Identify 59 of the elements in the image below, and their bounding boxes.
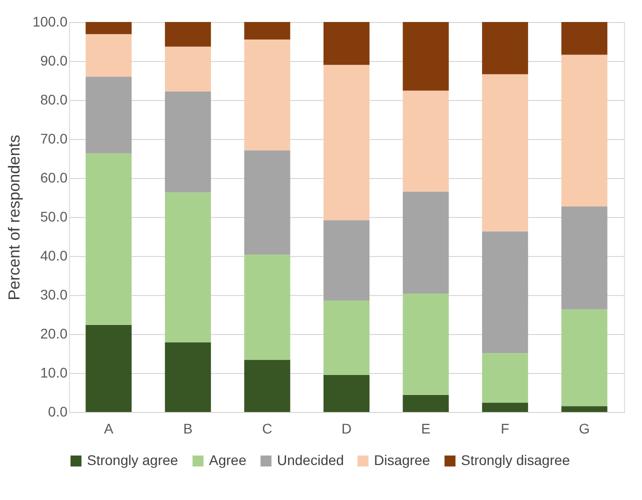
bar bbox=[324, 220, 370, 300]
legend-label: Agree bbox=[209, 452, 247, 468]
bar bbox=[164, 192, 211, 342]
bar bbox=[86, 76, 132, 154]
x-tick-label: G bbox=[578, 420, 590, 436]
bar bbox=[244, 360, 290, 412]
legend-label: Undecided bbox=[277, 452, 344, 468]
y-tick-label: 20.0 bbox=[40, 326, 68, 342]
bar bbox=[164, 91, 211, 192]
bar bbox=[482, 74, 528, 232]
bar bbox=[324, 300, 370, 375]
bar bbox=[244, 40, 290, 150]
bar bbox=[482, 22, 528, 74]
bar bbox=[561, 206, 608, 310]
bar bbox=[86, 34, 132, 77]
bar bbox=[164, 342, 211, 412]
bar bbox=[86, 22, 132, 34]
bar bbox=[324, 22, 370, 65]
y-tick-label: 0.0 bbox=[48, 404, 68, 420]
y-axis-title: Percent of respondents bbox=[6, 134, 24, 300]
x-tick-label: C bbox=[262, 420, 272, 436]
bar bbox=[164, 46, 211, 92]
bar bbox=[402, 22, 449, 91]
bar bbox=[244, 254, 290, 360]
bar bbox=[402, 192, 449, 294]
x-tick-label: A bbox=[104, 420, 114, 436]
bar bbox=[86, 153, 132, 326]
y-tick-label: 10.0 bbox=[40, 364, 68, 380]
bar bbox=[86, 325, 132, 412]
y-tick-label: 50.0 bbox=[40, 208, 68, 224]
bar bbox=[561, 54, 608, 206]
y-tick-label: 80.0 bbox=[40, 92, 68, 108]
x-tick-label: B bbox=[183, 420, 193, 436]
bar bbox=[482, 402, 528, 412]
bar bbox=[561, 406, 608, 412]
y-tick-label: 40.0 bbox=[40, 248, 68, 264]
y-tick-label: 70.0 bbox=[40, 130, 68, 146]
bar bbox=[402, 394, 449, 412]
bar bbox=[561, 309, 608, 406]
bar bbox=[324, 64, 370, 220]
x-tick-label: E bbox=[421, 420, 430, 436]
y-tick-label: 60.0 bbox=[40, 170, 68, 186]
legend-label: Disagree bbox=[374, 452, 430, 468]
x-tick-label: F bbox=[500, 420, 510, 436]
bar bbox=[561, 22, 608, 55]
bar bbox=[164, 22, 211, 47]
legend-label: Strongly disagree bbox=[461, 452, 570, 468]
bar bbox=[402, 90, 449, 192]
bar bbox=[244, 150, 290, 254]
y-tick-label: 100.0 bbox=[32, 14, 68, 30]
bar bbox=[324, 374, 370, 412]
bar bbox=[244, 22, 290, 40]
bar bbox=[402, 293, 449, 395]
legend-label: Strongly agree bbox=[87, 452, 178, 468]
x-tick-label: D bbox=[341, 420, 352, 436]
bar bbox=[482, 231, 528, 354]
bar bbox=[482, 353, 528, 403]
y-tick-label: 90.0 bbox=[40, 52, 68, 68]
y-tick-label: 30.0 bbox=[40, 286, 68, 302]
